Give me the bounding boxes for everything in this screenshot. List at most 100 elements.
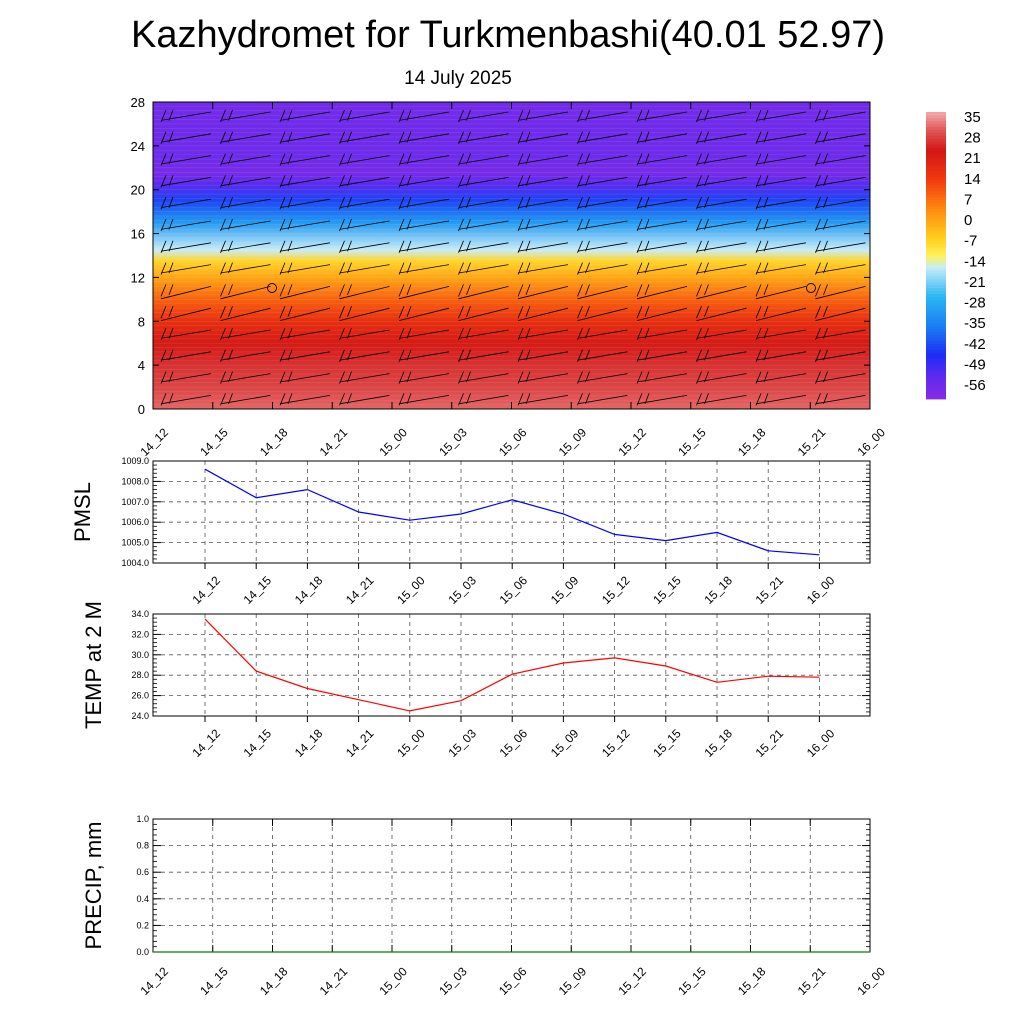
wind-barb [220, 371, 271, 384]
y-tick-label: 1006.0 [121, 517, 149, 527]
wind-barb [458, 371, 509, 384]
wind-barb [220, 349, 271, 362]
wind-barb [160, 109, 212, 123]
wind-barb [279, 262, 331, 275]
y-tick-label: 24.0 [131, 711, 149, 721]
y-tick-label: 1009.0 [121, 456, 149, 466]
wind-barb [517, 393, 569, 406]
x-tick-label: 14_21 [317, 964, 351, 998]
wind-barb [220, 240, 271, 253]
wind-barb [220, 175, 271, 188]
wind-barb [160, 284, 212, 300]
x-tick-label: 15_00 [394, 726, 428, 760]
wind-barb [398, 131, 450, 144]
wind-barb [160, 218, 212, 232]
wind-barb [398, 371, 450, 384]
wind-barb [577, 327, 628, 341]
y-tick-label: 1005.0 [121, 538, 149, 548]
wind-barb [696, 197, 747, 210]
colorbar-label: 28 [964, 130, 981, 147]
x-tick-label: 15_18 [735, 425, 769, 459]
x-tick-label: 15_03 [436, 425, 470, 459]
wind-barb [398, 306, 450, 321]
wind-barb [696, 327, 747, 341]
wind-barb [696, 371, 747, 384]
wind-barb [220, 197, 271, 210]
y-tick-label: 0 [138, 402, 145, 417]
y-tick-label: 30.0 [131, 650, 149, 660]
wind-barb [339, 262, 390, 275]
wind-barb [279, 306, 331, 321]
x-tick-label: 15_00 [394, 573, 428, 607]
wind-barb [636, 262, 688, 275]
wind-barbs [160, 109, 866, 406]
wind-barb [696, 218, 747, 232]
wind-barb [398, 109, 450, 123]
wind-barb [517, 109, 569, 123]
y-tick-label: 28 [131, 95, 145, 110]
wind-barb [220, 153, 271, 166]
wind-barb [398, 153, 450, 166]
colorbar-label: -14 [964, 253, 986, 270]
wind-barb [517, 371, 569, 384]
x-tick-label: 15_06 [496, 964, 530, 998]
colorbar-label: -28 [964, 295, 986, 312]
wind-barb [517, 218, 569, 232]
wind-barb [458, 131, 509, 144]
wind-barb [577, 218, 628, 232]
wind-barb [339, 218, 390, 232]
wind-barb [815, 109, 866, 123]
wind-barb [696, 109, 747, 123]
wind-barb [160, 153, 212, 166]
wind-barb [636, 109, 688, 123]
wind-barb [636, 349, 688, 362]
wind-barb [160, 306, 212, 321]
chart-subtitle: 14 July 2025 [404, 68, 512, 89]
wind-barb [755, 197, 807, 210]
wind-barb [636, 306, 688, 321]
wind-barb [279, 197, 331, 210]
wind-barb [398, 262, 450, 275]
wind-barb [279, 218, 331, 232]
wind-barb [636, 153, 688, 166]
plot-frame [152, 460, 871, 564]
wind-barb [220, 218, 271, 232]
x-tick-label: 15_03 [445, 726, 479, 760]
wind-barb [755, 262, 807, 275]
wind-barb [398, 218, 450, 232]
wind-barb [755, 327, 807, 341]
x-tick-label: 14_12 [189, 573, 223, 607]
x-tick-label: 15_18 [701, 573, 735, 607]
wind-barb [339, 197, 390, 210]
wind-barb [815, 240, 866, 253]
wind-barb [220, 306, 271, 321]
wind-barb [339, 131, 390, 144]
wind-barb [398, 175, 450, 188]
chart-title: Kazhydromet for Turkmenbashi(40.01 52.97… [131, 14, 885, 56]
x-tick-label: 14_15 [241, 573, 275, 607]
wind-barb [458, 240, 509, 253]
wind-barb [815, 393, 866, 406]
wind-barb [398, 327, 450, 341]
wind-barb [577, 284, 628, 300]
wind-barb [577, 153, 628, 166]
wind-barb [577, 109, 628, 123]
wind-barb [755, 218, 807, 232]
wind-barb [517, 175, 569, 188]
x-tick-label: 15_00 [376, 964, 410, 998]
wind-barb [755, 175, 807, 188]
x-tick-label: 14_12 [189, 726, 223, 760]
x-tick-label: 14_21 [343, 573, 377, 607]
x-tick-label: 15_06 [497, 726, 531, 760]
y-tick-label: 1008.0 [121, 476, 149, 486]
wind-barb [636, 371, 688, 384]
colorbar-label: -49 [964, 356, 986, 373]
x-tick-label: 15_15 [650, 573, 684, 607]
wind-barb [339, 175, 390, 188]
wind-barb [815, 284, 866, 300]
wind-barb [339, 109, 390, 123]
wind-barb [636, 393, 688, 406]
wind-barb [815, 131, 866, 144]
y-axis-label: PRECIP, mm [81, 822, 106, 950]
y-tick-label: 16 [131, 227, 145, 242]
